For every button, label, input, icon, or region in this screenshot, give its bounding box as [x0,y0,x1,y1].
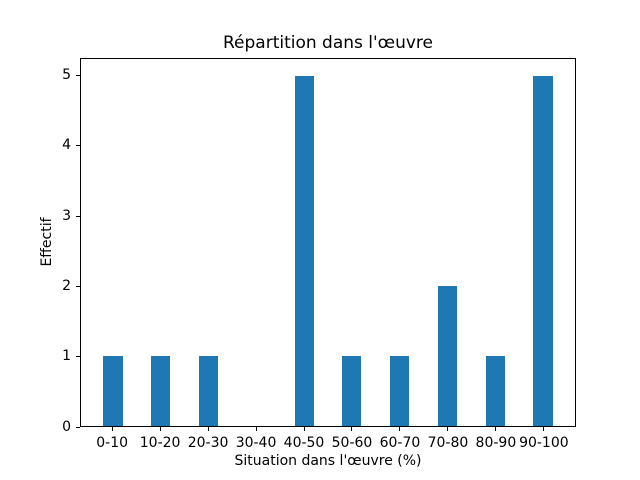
bar [199,356,219,426]
x-tick-mark [399,427,401,431]
y-tick-mark [76,356,80,358]
y-tick-mark [76,426,80,428]
x-tick-label: 40-50 [283,435,325,451]
x-tick-label: 50-60 [331,435,373,451]
y-tick-label: 5 [62,67,71,84]
x-tick-mark [495,427,497,431]
y-tick-label: 3 [62,207,71,224]
bar [103,356,123,426]
y-tick-label: 0 [62,418,71,435]
y-tick-mark [76,145,80,147]
x-tick-mark [207,427,209,431]
x-tick-mark [303,427,305,431]
bar [485,356,505,426]
x-axis-label: Situation dans l'œuvre (%) [234,453,422,469]
y-tick-label: 4 [62,137,71,154]
x-tick-label: 60-70 [379,435,421,451]
bar [151,356,171,426]
x-tick-mark [351,427,353,431]
plot-area [80,58,576,427]
y-tick-mark [76,215,80,217]
x-tick-mark [159,427,161,431]
bar [533,76,553,426]
x-tick-mark [447,427,449,431]
bar [390,356,410,426]
x-tick-label: 10-20 [139,435,181,451]
x-tick-mark [543,427,545,431]
x-tick-mark [255,427,257,431]
y-tick-label: 1 [62,348,71,365]
bar [437,286,457,426]
x-tick-label: 20-30 [187,435,229,451]
x-tick-label: 90-100 [519,435,569,451]
y-axis-label: Effectif [39,217,55,267]
chart-title: Répartition dans l'œuvre [222,33,433,53]
y-tick-mark [76,285,80,287]
bar [342,356,362,426]
x-tick-label: 70-80 [427,435,469,451]
y-tick-label: 2 [62,277,71,294]
x-tick-label: 0-10 [96,435,129,451]
y-tick-mark [76,75,80,77]
x-tick-label: 30-40 [235,435,277,451]
bar [294,76,314,426]
x-tick-label: 80-90 [475,435,517,451]
x-tick-mark [111,427,113,431]
